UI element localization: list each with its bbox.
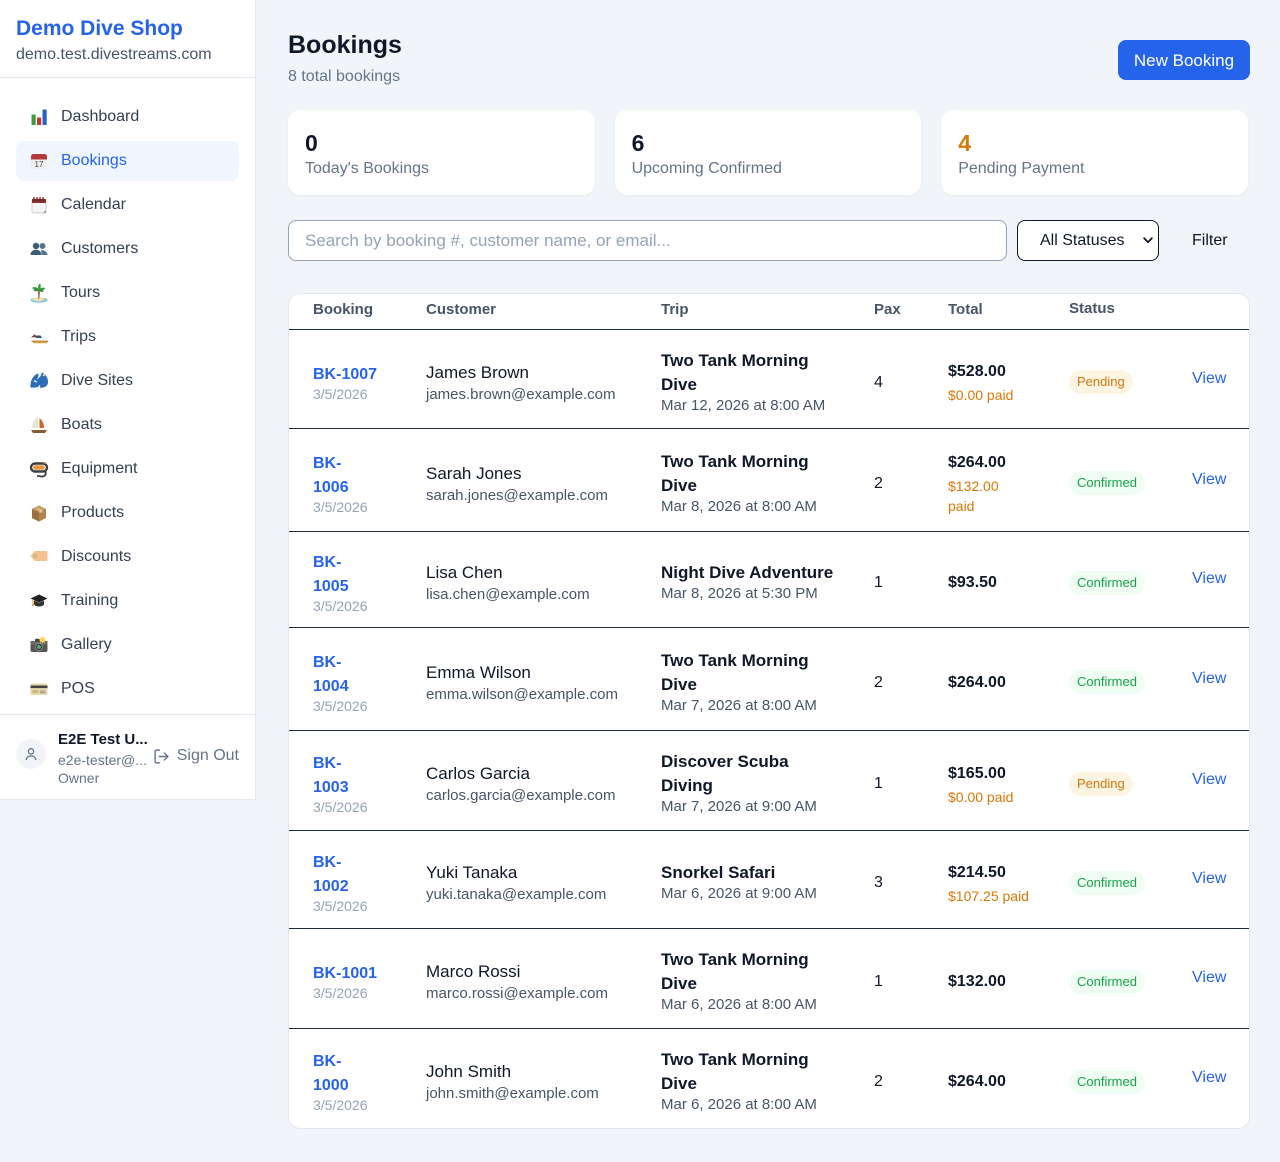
- svg-text:17: 17: [35, 160, 44, 169]
